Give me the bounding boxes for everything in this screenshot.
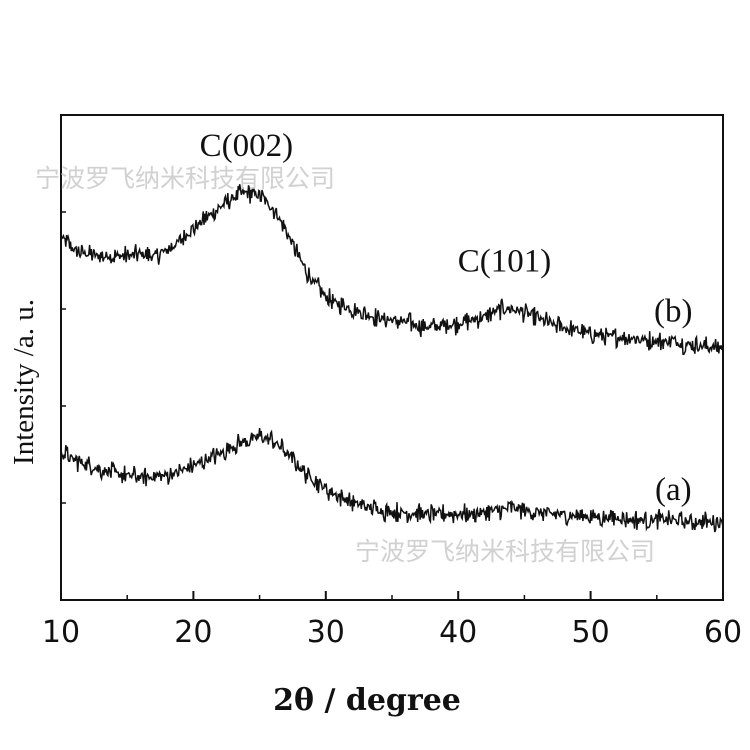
y-tick-group	[61, 211, 66, 504]
peak-label: C(101)	[458, 243, 552, 279]
y-axis-title: Intensity /a. u.	[8, 299, 40, 465]
series-label: (b)	[654, 293, 692, 329]
x-tick-label: 30	[307, 615, 345, 650]
x-tick-label: 20	[174, 615, 212, 650]
series-line-b	[60, 184, 724, 356]
peak-label: C(002)	[200, 128, 294, 164]
series-label: (a)	[655, 472, 692, 508]
x-tick-label: 40	[439, 615, 477, 650]
watermark-top: 宁波罗飞纳米科技有限公司	[35, 164, 335, 193]
x-tick-group: 10 20 30 40 50 60	[42, 591, 742, 650]
x-tick-label: 60	[704, 615, 742, 650]
x-tick-label: 10	[42, 615, 80, 650]
annotation-group: C(002) C(101) (b) (a)	[200, 128, 693, 508]
series-line-a	[60, 428, 724, 533]
series-group	[60, 184, 724, 533]
x-axis-title: 2θ / degree	[273, 683, 461, 718]
x-tick-label: 50	[572, 615, 610, 650]
watermark-bottom: 宁波罗飞纳米科技有限公司	[355, 537, 655, 566]
